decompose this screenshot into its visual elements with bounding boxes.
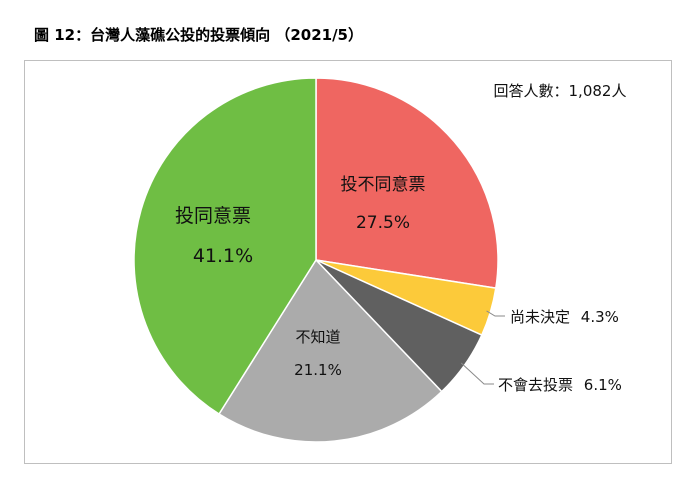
slice-label-undecided-name: 尚未決定 [510,308,570,326]
slice-label-disagree: 投不同意票 [341,175,426,195]
slice-label-dont-know: 不知道 [295,328,340,346]
respondent-count-annotation: 回答人數：1,082人 [494,82,627,100]
slice-label-agree: 投同意票 [175,205,251,227]
pie-slices [133,77,499,443]
slice-value-dont-know: 21.1% [294,361,342,379]
slice-label-undecided-value: 4.3% [581,308,619,326]
pie-slice-dont-know [218,258,443,443]
pie-slice-agree [133,77,317,416]
slice-label-will-not-vote-name: 不會去投票 [498,376,573,394]
pie-slice-disagree [315,77,499,290]
leader-line-will-not-vote [460,362,494,385]
figure-title: 圖 12：台灣人藻礁公投的投票傾向 （2021/5） [34,26,363,44]
slice-label-undecided: 尚未決定 4.3% [510,308,619,326]
slice-value-agree: 41.1% [193,245,253,267]
slice-label-will-not-vote: 不會去投票 6.1% [498,376,622,394]
slice-label-will-not-vote-value: 6.1% [584,376,622,394]
leader-lines [460,310,505,385]
slice-value-disagree: 27.5% [356,213,410,233]
leader-line-undecided [486,310,505,317]
